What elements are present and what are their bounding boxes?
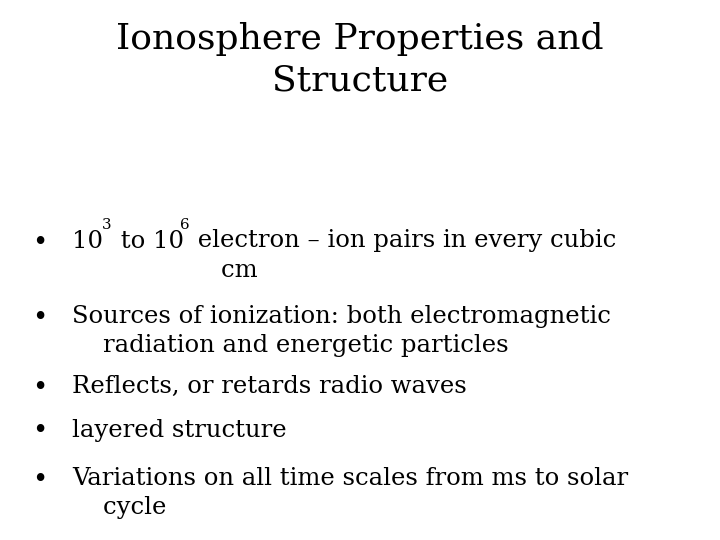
Text: to 10: to 10 — [113, 230, 184, 253]
Text: Reflects, or retards radio waves: Reflects, or retards radio waves — [72, 375, 467, 399]
Text: Sources of ionization: both electromagnetic
    radiation and energetic particle: Sources of ionization: both electromagne… — [72, 305, 611, 357]
Text: •: • — [32, 375, 48, 400]
Text: 3: 3 — [102, 218, 112, 232]
Text: Variations on all time scales from ms to solar
    cycle: Variations on all time scales from ms to… — [72, 467, 628, 519]
Text: 6: 6 — [180, 218, 189, 232]
Text: •: • — [32, 467, 48, 492]
Text: electron – ion pairs in every cubic
    cm: electron – ion pairs in every cubic cm — [190, 230, 616, 282]
Text: layered structure: layered structure — [72, 418, 287, 442]
Text: Ionosphere Properties and
Structure: Ionosphere Properties and Structure — [116, 22, 604, 98]
Text: •: • — [32, 305, 48, 330]
Text: 10: 10 — [72, 230, 103, 253]
Text: •: • — [32, 230, 48, 254]
Text: •: • — [32, 418, 48, 443]
